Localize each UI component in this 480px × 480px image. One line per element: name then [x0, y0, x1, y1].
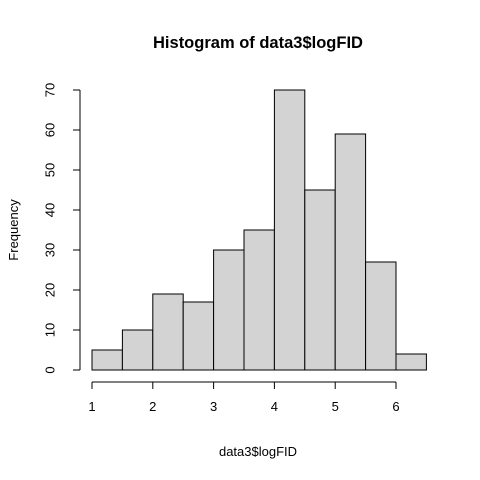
histogram-bar	[91, 349, 123, 371]
histogram-bar	[182, 301, 215, 371]
x-axis: 1 2 3 4 5 6	[88, 381, 400, 414]
y-tick-label: 30	[42, 243, 57, 257]
y-tick-label: 60	[42, 123, 57, 137]
y-tick-label: 20	[42, 283, 57, 297]
x-tick-label: 5	[332, 399, 339, 414]
x-tick-label: 4	[271, 399, 278, 414]
histogram-bar	[304, 189, 336, 371]
histogram-bar	[213, 249, 245, 371]
x-tick-label: 2	[149, 399, 156, 414]
histogram-bar	[273, 89, 306, 371]
y-tick-label: 50	[42, 163, 57, 177]
x-axis-label: data3$logFID	[219, 444, 297, 459]
histogram-bar	[243, 229, 275, 371]
y-axis-label: Frequency	[6, 199, 21, 261]
x-tick-label: 6	[392, 399, 399, 414]
y-axis: 0 10 20 30 40 50 60 70	[42, 83, 81, 374]
x-tick-label: 3	[210, 399, 217, 414]
y-tick-label: 40	[42, 203, 57, 217]
y-tick-label: 70	[42, 83, 57, 97]
histogram-bar	[395, 353, 427, 371]
histogram-bar	[152, 293, 184, 371]
bars-group	[91, 89, 427, 371]
histogram-bar	[121, 329, 154, 371]
histogram-bar	[365, 261, 397, 371]
chart-title: Histogram of data3$logFID	[153, 34, 363, 52]
histogram-bar	[334, 133, 367, 371]
y-tick-label: 0	[42, 366, 57, 373]
y-tick-label: 10	[42, 323, 57, 337]
x-tick-label: 1	[88, 399, 95, 414]
